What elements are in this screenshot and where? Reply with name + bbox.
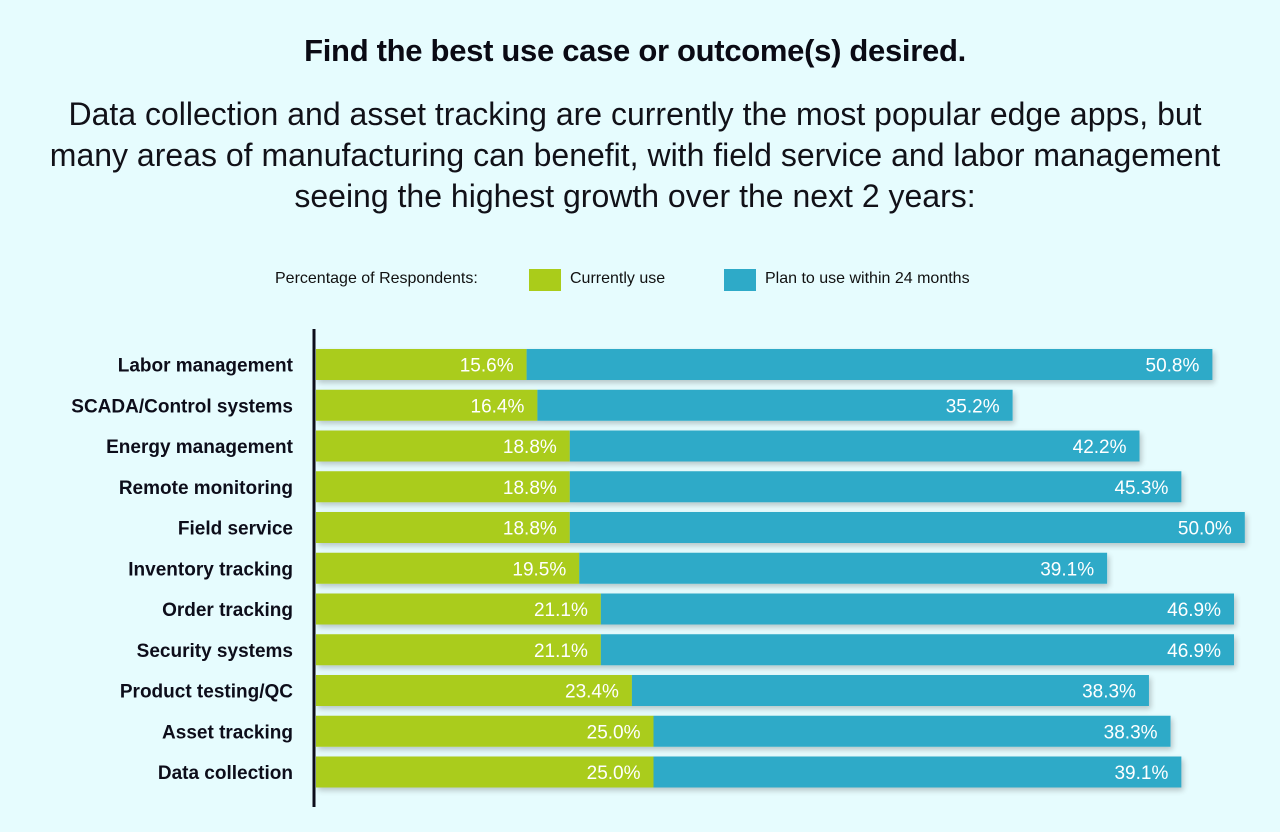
bar-plan-to-use-energy-management [569, 430, 1140, 462]
bar-currently-use-security-systems [316, 634, 601, 666]
legend-swatch-plan-to-use [724, 269, 756, 291]
bar-row-remote-monitoring [316, 471, 1182, 503]
value-label-plan-to-use-product-testing-qc: 38.3% [1082, 682, 1136, 703]
bar-row-order-tracking [316, 593, 1234, 625]
value-label-currently-use-asset-tracking: 25.0% [587, 722, 641, 743]
value-label-currently-use-data-collection: 25.0% [587, 763, 641, 784]
value-label-currently-use-product-testing-qc: 23.4% [565, 682, 619, 703]
value-label-currently-use-order-tracking: 21.1% [534, 600, 588, 621]
bar-plan-to-use-data-collection [653, 756, 1182, 788]
value-label-plan-to-use-data-collection: 39.1% [1114, 763, 1168, 784]
bar-row-product-testing-qc [316, 675, 1149, 706]
bar-plan-to-use-order-tracking [600, 593, 1234, 625]
bar-row-security-systems [316, 634, 1234, 666]
bar-currently-use-order-tracking [316, 593, 601, 625]
legend-title: Percentage of Respondents: [275, 270, 478, 287]
category-label-data-collection: Data collection [158, 763, 293, 784]
legend-swatch-currently-use [529, 269, 561, 291]
category-label-inventory-tracking: Inventory tracking [128, 559, 293, 580]
bar-currently-use-scada-control-systems [316, 389, 538, 421]
bar-currently-use-energy-management [316, 430, 570, 462]
category-label-remote-monitoring: Remote monitoring [119, 478, 293, 499]
value-label-plan-to-use-asset-tracking: 38.3% [1104, 722, 1158, 743]
value-label-plan-to-use-security-systems: 46.9% [1167, 641, 1221, 662]
value-label-currently-use-energy-management: 18.8% [503, 437, 557, 458]
value-label-currently-use-security-systems: 21.1% [534, 641, 588, 662]
bar-plan-to-use-security-systems [600, 634, 1234, 666]
value-label-plan-to-use-labor-management: 50.8% [1146, 356, 1200, 377]
value-label-plan-to-use-field-service: 50.0% [1178, 519, 1232, 540]
bar-currently-use-asset-tracking [316, 715, 654, 747]
chart-subtitle: Data collection and asset tracking are c… [49, 96, 1221, 214]
legend: Percentage of Respondents: Currently use… [0, 266, 1280, 294]
value-label-currently-use-labor-management: 15.6% [460, 356, 514, 377]
bar-currently-use-labor-management [316, 349, 527, 380]
bar-currently-use-product-testing-qc [316, 675, 632, 706]
category-label-scada-control-systems: SCADA/Control systems [71, 396, 293, 417]
category-label-product-testing-qc: Product testing/QC [120, 682, 293, 703]
bar-row-asset-tracking [316, 715, 1171, 747]
bar-currently-use-data-collection [316, 756, 654, 788]
legend-label-plan-to-use: Plan to use within 24 months [765, 270, 970, 287]
bar-row-data-collection [316, 756, 1182, 788]
bar-row-energy-management [316, 430, 1140, 462]
bar-row-inventory-tracking [316, 552, 1108, 584]
value-labels: 15.6% 50.8% 16.4% 35.2% 18.8% 42.2% 18.8% 45.3%… [460, 356, 1232, 785]
bar-plan-to-use-labor-management [526, 349, 1213, 380]
category-label-asset-tracking: Asset tracking [162, 722, 293, 743]
bar-currently-use-field-service [316, 512, 570, 543]
bar-row-labor-management [316, 349, 1213, 380]
bar-plan-to-use-asset-tracking [653, 715, 1171, 747]
bar-plan-to-use-product-testing-qc [631, 675, 1149, 706]
category-labels: Labor management SCADA/Control systems Ene… [71, 356, 293, 785]
legend-label-currently-use: Currently use [570, 270, 666, 287]
bar-row-scada-control-systems [316, 389, 1013, 421]
category-label-order-tracking: Order tracking [162, 600, 293, 621]
value-label-currently-use-field-service: 18.8% [503, 519, 557, 540]
bar-row-field-service [316, 512, 1245, 543]
bar-currently-use-inventory-tracking [316, 552, 580, 584]
value-label-plan-to-use-inventory-tracking: 39.1% [1040, 559, 1094, 580]
value-label-plan-to-use-scada-control-systems: 35.2% [946, 396, 1000, 417]
value-label-plan-to-use-energy-management: 42.2% [1073, 437, 1127, 458]
category-label-energy-management: Energy management [106, 437, 294, 458]
category-label-field-service: Field service [178, 519, 293, 540]
bar-plan-to-use-inventory-tracking [579, 552, 1108, 584]
value-label-currently-use-scada-control-systems: 16.4% [471, 396, 525, 417]
value-label-currently-use-inventory-tracking: 19.5% [512, 559, 566, 580]
bar-plan-to-use-scada-control-systems [537, 389, 1013, 421]
category-label-security-systems: Security systems [137, 641, 293, 662]
value-label-currently-use-remote-monitoring: 18.8% [503, 478, 557, 499]
chart-title: Find the best use case or outcome(s) des… [304, 33, 966, 68]
value-label-plan-to-use-order-tracking: 46.9% [1167, 600, 1221, 621]
bar-plan-to-use-remote-monitoring [569, 471, 1182, 503]
category-label-labor-management: Labor management [118, 356, 294, 377]
bar-currently-use-remote-monitoring [316, 471, 570, 503]
value-label-plan-to-use-remote-monitoring: 45.3% [1114, 478, 1168, 499]
bar-plan-to-use-field-service [569, 512, 1245, 543]
bars-group [316, 349, 1245, 788]
